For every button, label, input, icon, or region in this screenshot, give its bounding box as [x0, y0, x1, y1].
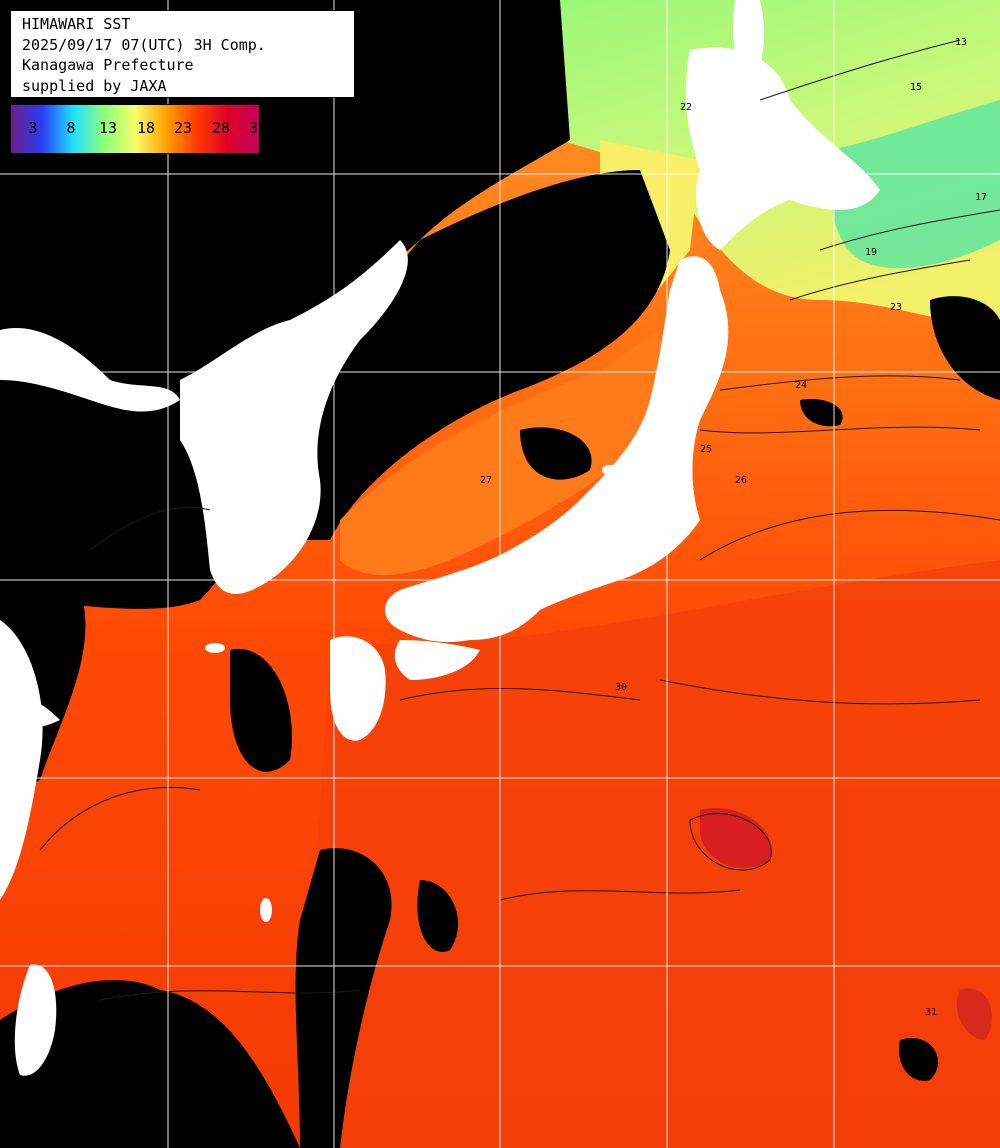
contour-label: 17 [975, 192, 987, 203]
colorbar-tick-label: 3 [28, 119, 38, 137]
liaodong-land [0, 334, 70, 368]
hokkaido [685, 47, 880, 250]
colorbar-tick-label: 28 [211, 119, 231, 137]
contour-label: 24 [795, 380, 807, 391]
contour-label: 28 [130, 514, 142, 525]
kyushu [330, 636, 386, 741]
contour-label-group: 13 15 17 19 22 23 24 25 26 27 28 30 31 [130, 37, 987, 1018]
contour-hot-core [689, 813, 772, 871]
no-data-patch-3 [800, 399, 843, 427]
contour-30-east [659, 679, 981, 705]
taiwan [14, 964, 57, 1076]
colorbar-labels: 3 8 13 18 23 28 33 [11, 105, 267, 153]
sado-island [602, 465, 618, 475]
contour-label: 26 [735, 475, 747, 486]
contour-north-2 [819, 209, 1000, 251]
korean-peninsula [180, 240, 408, 594]
jeju-island [205, 643, 225, 653]
no-data-patch-1 [230, 648, 292, 772]
contour-north-1 [759, 39, 961, 101]
map-datetime: 2025/09/17 07(UTC) 3H Comp. [22, 35, 266, 54]
no-data-southwest [0, 980, 300, 1148]
hot-patch-east [956, 988, 992, 1040]
contour-label: 19 [865, 247, 877, 258]
sea-of-japan-orange [340, 330, 670, 575]
contour-ecs [89, 506, 211, 551]
contour-north-3 [789, 259, 971, 301]
contour-lines [39, 39, 1000, 1001]
colorbar-tick-label: 8 [66, 119, 76, 137]
tanegashima-island [260, 898, 272, 922]
contour-label: 22 [680, 102, 692, 113]
map-credit: supplied by JAXA [22, 76, 167, 95]
contour-30-central [399, 687, 641, 701]
colorbar-tick-label: 13 [98, 119, 118, 137]
hot-spot-region [700, 808, 772, 869]
no-data-patch-5 [930, 296, 1000, 400]
temperature-colorbar: 3 8 13 18 23 28 33 [10, 104, 267, 154]
no-data-ryukyu [295, 848, 392, 1148]
contour-label: 31 [925, 1007, 937, 1018]
no-data-patch-2 [417, 880, 459, 952]
contour-label: 25 [700, 444, 712, 455]
map-region: Kanagawa Prefecture [22, 56, 194, 74]
contour-31 [499, 889, 741, 901]
sakhalin [733, 0, 765, 100]
contour-label: 27 [480, 475, 492, 486]
contour-30-west [39, 787, 201, 851]
cold-filament [830, 100, 1000, 269]
contour-24 [719, 375, 961, 391]
shikoku [394, 640, 480, 680]
no-data-patch-4 [899, 1038, 939, 1081]
map-title: HIMAWARI SST [22, 15, 131, 33]
title-box: HIMAWARI SST 2025/09/17 07(UTC) 3H Comp.… [10, 10, 355, 98]
contour-south [99, 989, 361, 1001]
colorbar-tick-label: 18 [136, 119, 156, 137]
contour-25 [699, 426, 981, 434]
no-data-sea-of-japan [270, 170, 670, 540]
contour-label: 23 [890, 302, 902, 313]
contour-label: 15 [910, 82, 922, 93]
warm-core-region [300, 560, 1000, 1148]
honshu [385, 256, 729, 642]
china-east-coast [0, 620, 43, 900]
no-data-patch-6 [520, 427, 592, 480]
colorbar-tick-label: 33 [248, 119, 268, 137]
contour-28 [699, 509, 1000, 561]
contour-label: 30 [615, 682, 627, 693]
yangtze-estuary [0, 696, 60, 729]
colorbar-tick-label: 23 [173, 119, 193, 137]
dark-islet [400, 128, 422, 162]
contour-label: 13 [955, 37, 967, 48]
